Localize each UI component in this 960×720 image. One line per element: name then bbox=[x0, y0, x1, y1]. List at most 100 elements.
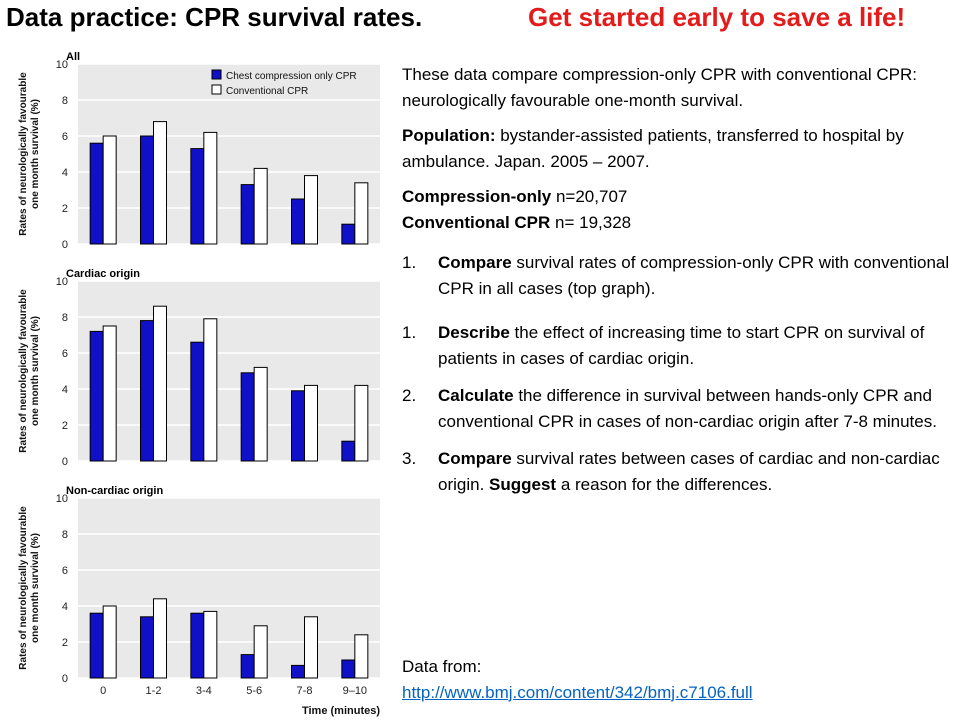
conventional-n: n= 19,328 bbox=[550, 213, 632, 232]
chart-title: Non-cardiac origin bbox=[66, 485, 163, 497]
compression-only-n: n=20,707 bbox=[551, 187, 628, 206]
bar-conventional bbox=[102, 325, 117, 462]
bar-conventional bbox=[253, 625, 268, 679]
y-tick-label: 6 bbox=[62, 131, 68, 143]
bar-compression-only bbox=[89, 612, 104, 679]
bar-conventional bbox=[153, 305, 167, 462]
bar-compression-only bbox=[140, 616, 154, 679]
page-title: Data practice: CPR survival rates. bbox=[6, 2, 423, 32]
source-link[interactable]: http://www.bmj.com/content/342/bmj.c7106… bbox=[402, 683, 753, 702]
plot-background bbox=[78, 281, 380, 461]
bar-compression-only bbox=[291, 664, 305, 679]
compression-only-label: Compression-only bbox=[402, 187, 552, 206]
population-value: bystander-assisted patients, transferred… bbox=[402, 126, 904, 171]
question-verb: Describe bbox=[438, 323, 510, 342]
question-item: 3. Compare survival rates between cases o… bbox=[402, 446, 954, 498]
y-tick-label: 4 bbox=[62, 167, 68, 179]
text-panel: These data compare compression-only CPR … bbox=[402, 62, 954, 509]
y-tick-label: 8 bbox=[62, 95, 68, 107]
bar-conventional bbox=[203, 610, 218, 679]
question-text-2: a reason for the differences. bbox=[556, 475, 773, 494]
question-number: 3. bbox=[402, 449, 417, 468]
y-tick-label: 2 bbox=[62, 203, 68, 215]
legend-label: Chest compression only CPR bbox=[226, 71, 357, 82]
bar-conventional bbox=[153, 121, 167, 245]
y-axis-label: one month survival (%) bbox=[30, 316, 41, 426]
question-text: survival rates between cases of cardiac … bbox=[438, 449, 940, 494]
bar-compression-only bbox=[190, 612, 205, 679]
intro-text: These data compare compression-only CPR … bbox=[402, 65, 917, 110]
y-tick-label: 10 bbox=[56, 276, 68, 288]
bar-compression-only bbox=[341, 659, 356, 679]
x-tick-label: 1-2 bbox=[146, 685, 162, 697]
bar-compression-only bbox=[240, 654, 255, 679]
bar-compression-only bbox=[291, 198, 305, 245]
question-text: the effect of increasing time to start C… bbox=[438, 323, 925, 368]
question-number: 1. bbox=[402, 253, 417, 272]
question-item: 2. Calculate the difference in survival b… bbox=[402, 383, 954, 435]
bar-compression-only bbox=[240, 372, 255, 462]
legend-swatch bbox=[211, 69, 222, 80]
bar-compression-only bbox=[341, 440, 356, 462]
bar-conventional bbox=[253, 167, 268, 245]
question-item: 1. Compare survival rates of compression-… bbox=[402, 250, 954, 302]
bar-conventional bbox=[102, 605, 117, 679]
y-axis-label: one month survival (%) bbox=[30, 99, 41, 209]
x-axis-label: Time (minutes) bbox=[302, 705, 380, 717]
bar-conventional bbox=[253, 366, 268, 462]
y-tick-label: 10 bbox=[56, 59, 68, 71]
y-tick-label: 6 bbox=[62, 348, 68, 360]
bar-compression-only bbox=[341, 223, 356, 245]
y-tick-label: 4 bbox=[62, 601, 68, 613]
chart-title: All bbox=[66, 51, 80, 63]
y-axis-label: one month survival (%) bbox=[30, 533, 41, 643]
bar-conventional bbox=[304, 175, 318, 245]
bar-compression-only bbox=[190, 341, 205, 462]
plot-background bbox=[78, 64, 380, 244]
bar-conventional bbox=[304, 616, 318, 679]
sample-sizes: Compression-only n=20,707 Conventional C… bbox=[402, 184, 954, 236]
y-tick-label: 0 bbox=[62, 456, 68, 468]
bar-compression-only bbox=[89, 330, 104, 462]
bar-conventional bbox=[203, 318, 218, 462]
chart-title: Cardiac origin bbox=[66, 268, 140, 280]
bar-conventional bbox=[354, 384, 369, 462]
y-tick-label: 0 bbox=[62, 239, 68, 251]
y-axis-label: Rates of neurologically favourable bbox=[18, 506, 29, 670]
bar-compression-only bbox=[140, 320, 154, 462]
x-tick-label: 5-6 bbox=[246, 685, 262, 697]
question-text: survival rates of compression-only CPR w… bbox=[438, 253, 950, 298]
x-tick-label: 3-4 bbox=[196, 685, 212, 697]
question-list: 1. Compare survival rates of compression-… bbox=[402, 250, 954, 498]
bar-conventional bbox=[153, 598, 167, 679]
bar-conventional bbox=[102, 135, 117, 245]
bar-compression-only bbox=[140, 135, 154, 245]
question-number: 1. bbox=[402, 323, 417, 342]
y-tick-label: 10 bbox=[56, 493, 68, 505]
bar-conventional bbox=[304, 384, 318, 462]
question-verb: Compare bbox=[438, 449, 512, 468]
source-label: Data from: bbox=[402, 657, 482, 676]
y-tick-label: 8 bbox=[62, 529, 68, 541]
legend-swatch bbox=[211, 84, 222, 95]
question-verb: Calculate bbox=[438, 386, 514, 405]
x-tick-label: 0 bbox=[100, 685, 106, 697]
bar-compression-only bbox=[190, 148, 205, 245]
conventional-label: Conventional CPR bbox=[402, 213, 551, 232]
bar-conventional bbox=[203, 131, 218, 245]
population-text: Population: bystander-assisted patients,… bbox=[402, 123, 954, 175]
legend-label: Conventional CPR bbox=[226, 86, 308, 97]
plot-background bbox=[78, 498, 380, 678]
y-axis-label: Rates of neurologically favourable bbox=[18, 72, 29, 236]
bar-compression-only bbox=[291, 390, 305, 462]
y-tick-label: 6 bbox=[62, 565, 68, 577]
y-tick-label: 4 bbox=[62, 384, 68, 396]
bar-conventional bbox=[354, 634, 369, 679]
x-tick-label: 7-8 bbox=[297, 685, 313, 697]
page-tagline: Get started early to save a life! bbox=[528, 2, 906, 32]
y-tick-label: 0 bbox=[62, 673, 68, 685]
